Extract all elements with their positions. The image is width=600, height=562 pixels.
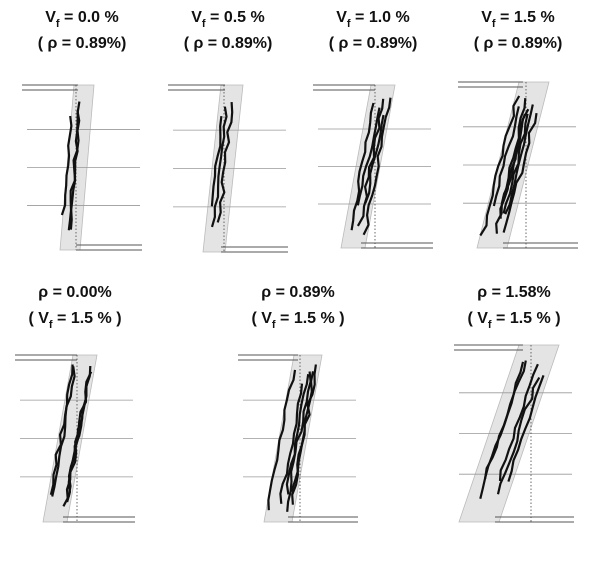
label-text: ( ρ = 0.89%) — [329, 35, 418, 52]
subscript: f — [347, 18, 351, 30]
crack — [285, 374, 310, 495]
crack — [51, 366, 76, 497]
crack — [62, 365, 92, 507]
subscript: f — [49, 319, 53, 331]
specimen-panel: Vf = 1.5 % ( ρ = 0.89%) — [458, 9, 578, 249]
panel-label: ( ρ = 0.89%) — [329, 35, 418, 52]
panel-label: ρ = 0.89% — [261, 284, 335, 301]
label-text: V — [45, 9, 56, 26]
crack — [216, 102, 234, 223]
subscript: f — [56, 18, 60, 30]
panel-label: Vf = 0.5 % — [191, 9, 265, 30]
panel-label: ρ = 1.58% — [477, 284, 551, 301]
panel-label: Vf = 1.5 % — [481, 9, 555, 30]
label-text: = 1.5 % ) — [53, 310, 122, 327]
crack — [210, 115, 223, 207]
panel-label: ( ρ = 0.89%) — [38, 35, 127, 52]
specimen-panel: Vf = 0.0 % ( ρ = 0.89%) — [22, 9, 142, 251]
panel-label: Vf = 0.0 % — [45, 9, 119, 30]
crack — [279, 383, 304, 504]
specimen-panel: ρ = 1.58% ( Vf = 1.5 % ) — [454, 284, 574, 523]
crack — [286, 371, 312, 512]
subscript: f — [488, 319, 492, 331]
crack — [495, 113, 526, 234]
label-text: = 0.0 % — [60, 9, 119, 26]
crack — [492, 106, 520, 207]
label-text: = 1.5 % — [496, 9, 555, 26]
crack — [362, 97, 392, 236]
crack — [504, 104, 534, 215]
label-text: ρ = 0.89% — [261, 284, 335, 301]
crack — [290, 371, 315, 492]
crack — [267, 369, 297, 511]
subscript: f — [272, 319, 276, 331]
label-text: = 0.5 % — [206, 9, 265, 26]
label-text: V — [191, 9, 202, 26]
specimen-panel: Vf = 1.0 % ( ρ = 0.89%) — [313, 9, 433, 249]
label-text: ( V — [251, 310, 272, 327]
label-text: V — [481, 9, 492, 26]
specimen-panel: Vf = 0.5 % ( ρ = 0.89%) — [168, 9, 288, 253]
crack — [67, 101, 81, 231]
crack — [507, 375, 545, 482]
crack — [356, 107, 381, 206]
panel-label: ( ρ = 0.89%) — [474, 35, 563, 52]
crack — [479, 95, 521, 237]
label-text: = 1.5 % ) — [276, 310, 345, 327]
crack — [496, 376, 541, 495]
panel-label: ( Vf = 1.5 % ) — [28, 310, 121, 331]
label-text: ( ρ = 0.89%) — [38, 35, 127, 52]
panel-label: Vf = 1.0 % — [336, 9, 410, 30]
crack — [350, 102, 375, 231]
panel-label: ( Vf = 1.5 % ) — [251, 310, 344, 331]
label-text: V — [336, 9, 347, 26]
specimen-panel: ρ = 0.89% ( Vf = 1.5 % ) — [238, 284, 358, 523]
label-text: = 1.5 % ) — [492, 310, 561, 327]
label-text: = 1.0 % — [351, 9, 410, 26]
panel-label: ( ρ = 0.89%) — [184, 35, 273, 52]
specimen-panel: ρ = 0.00% ( Vf = 1.5 % ) — [15, 284, 135, 523]
panel-label: ρ = 0.00% — [38, 284, 112, 301]
crack — [49, 364, 74, 495]
label-text: ρ = 0.00% — [38, 284, 112, 301]
label-text: ( ρ = 0.89%) — [474, 35, 563, 52]
crack — [484, 361, 525, 479]
panel-label: ( Vf = 1.5 % ) — [467, 310, 560, 331]
label-text: ( V — [467, 310, 488, 327]
crack — [498, 363, 539, 482]
crack — [356, 98, 385, 227]
label-text: ρ = 1.58% — [477, 284, 551, 301]
crack — [210, 106, 228, 228]
crack — [364, 114, 385, 204]
label-text: ( ρ = 0.89%) — [184, 35, 273, 52]
subscript: f — [202, 18, 206, 30]
label-text: ( V — [28, 310, 49, 327]
crack — [60, 115, 73, 216]
subscript: f — [492, 18, 496, 30]
crack — [502, 112, 538, 233]
crack — [502, 98, 527, 199]
